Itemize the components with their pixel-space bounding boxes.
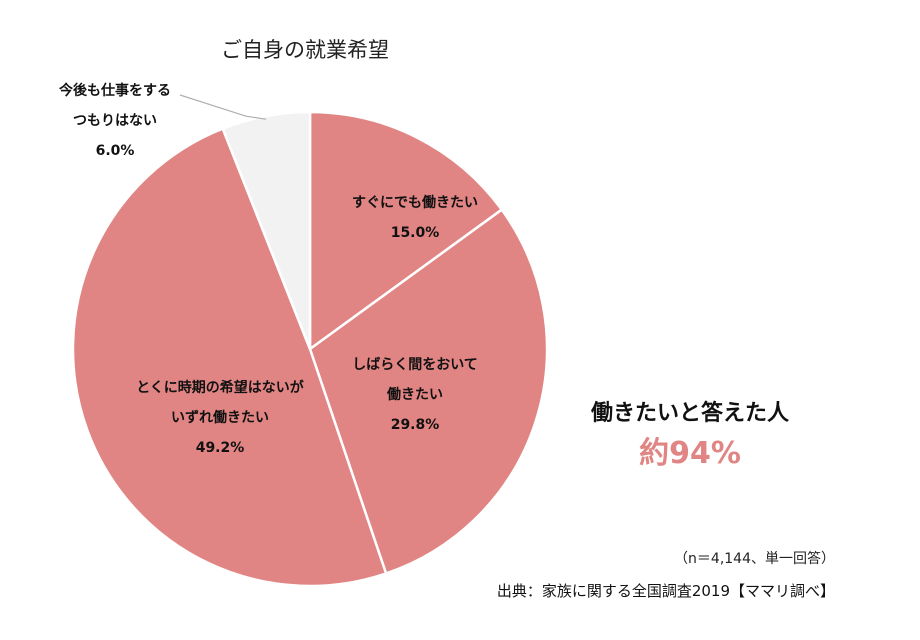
slice-value-immediate: 15.0% (390, 225, 440, 241)
source-note: 出典：家族に関する全国調査2019【ママリ調べ】 (496, 582, 835, 600)
slice-label-later: しばらく間をおいて 働きたい 29.8% (345, 350, 485, 440)
slice-label-later-line2: 働きたい (387, 387, 443, 403)
slice-label-someday: とくに時期の希望はないが いずれ働きたい 49.2% (120, 373, 320, 463)
pie-slice-later (308, 208, 549, 575)
pie-slice-immediate (308, 110, 503, 351)
slice-value-no-work: 6.0% (95, 143, 135, 159)
slice-label-someday-line1: とくに時期の希望はないが (136, 380, 304, 396)
slice-label-no-work-line1: 今後も仕事をする (59, 83, 171, 99)
chart-title: ご自身の就業希望 (221, 38, 389, 62)
slice-label-no-work-line2: つもりはない (73, 113, 157, 129)
slice-label-immediate: すぐにでも働きたい 15.0% (320, 188, 510, 248)
slice-label-later-line1: しばらく間をおいて (352, 357, 478, 373)
pie-slice-someday (71, 127, 388, 588)
summary-value: 約94% (639, 436, 741, 471)
slice-label-no-work: 今後も仕事をする つもりはない 6.0% (40, 76, 190, 166)
slice-label-immediate-text: すぐにでも働きたい (352, 195, 478, 211)
slice-value-later: 29.8% (390, 417, 440, 433)
slice-label-someday-line2: いずれ働きたい (171, 410, 269, 426)
slice-value-someday: 49.2% (195, 440, 245, 456)
sample-size-note: （n＝4,144、単一回答） (674, 551, 835, 567)
pie-slice-no-work (221, 110, 312, 351)
summary-heading: 働きたいと答えた人 (590, 401, 789, 426)
leader-line-no-work (179, 94, 267, 120)
